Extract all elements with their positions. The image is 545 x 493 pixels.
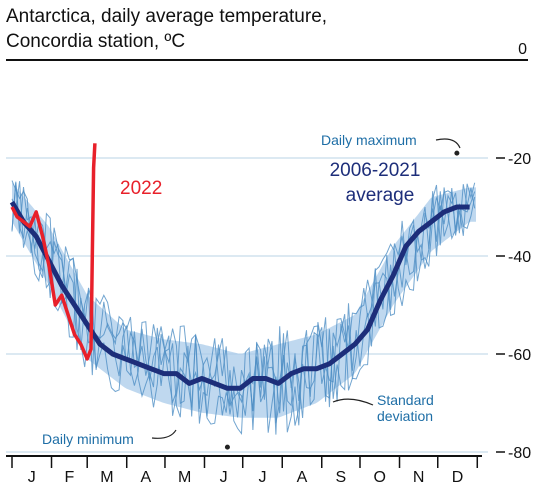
x-tick-label: O [374,469,386,486]
x-tick-label: M [100,469,113,486]
x-tick-label: J [258,469,266,486]
y-tick-label: 0 [518,41,527,58]
annotation-std-line-1: Standard [377,392,434,408]
chart-title-line-2: Concordia station, ºC [6,31,186,52]
daily-maximum-marker [454,150,460,156]
annotation-average-line-1: 2006-2021 [330,160,421,181]
x-tick-label: J [28,469,36,486]
y-tick-label: -60 [508,347,531,364]
annotation-daily-maximum: Daily maximum [321,132,417,148]
x-tick-label: S [336,469,347,486]
year-line [11,182,476,433]
annotation-average-line-2: average [346,185,415,206]
y-tick-label: -20 [508,151,531,168]
y-tick-label: -40 [508,249,531,266]
x-tick-label: A [297,469,308,486]
annotation-2022: 2022 [120,178,162,199]
x-tick-label: F [64,469,74,486]
x-tick-label: D [452,469,464,486]
x-tick-label: M [178,469,191,486]
series-2022-line [10,143,97,361]
daily-minimum-marker [224,444,230,450]
x-tick-label: J [220,469,228,486]
chart-title-line-1: Antarctica, daily average temperature, [6,6,328,27]
series-average-line [9,200,470,391]
annotation-leader [435,138,461,149]
x-tick-label: A [141,469,152,486]
x-tick-label: N [413,469,425,486]
annotation-std-line-2: deviation [377,408,433,424]
annotation-leader [332,398,374,406]
y-tick-label: -80 [508,445,531,462]
annotation-leader [151,429,177,439]
annotation-daily-minimum: Daily minimum [42,431,134,447]
